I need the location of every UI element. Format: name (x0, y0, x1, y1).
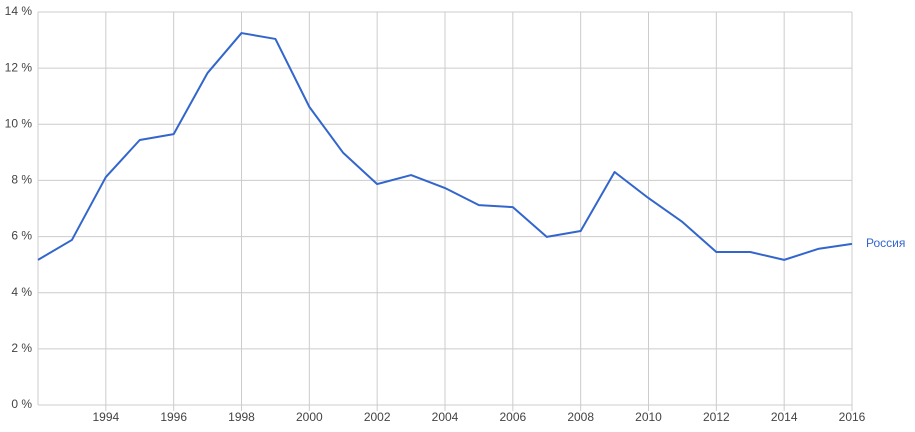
x-tick-label: 1994 (92, 410, 119, 424)
y-tick-label: 0 % (11, 397, 32, 411)
y-tick-label: 6 % (11, 229, 32, 243)
x-tick-label: 2002 (364, 410, 391, 424)
series-label: Россия (866, 236, 905, 250)
y-tick-label: 4 % (11, 285, 32, 299)
x-tick-label: 2008 (567, 410, 594, 424)
x-tick-label: 2012 (703, 410, 730, 424)
y-tick-label: 8 % (11, 173, 32, 187)
x-tick-label: 2014 (771, 410, 798, 424)
series-line (37, 32, 853, 261)
y-tick-label: 10 % (5, 116, 33, 130)
y-tick-label: 12 % (5, 60, 33, 74)
x-tick-label: 2016 (839, 410, 866, 424)
y-tick-label: 14 % (5, 4, 33, 18)
x-tick-label: 2000 (296, 410, 323, 424)
x-tick-label: 1996 (160, 410, 187, 424)
y-tick-label: 2 % (11, 341, 32, 355)
x-tick-label: 2004 (432, 410, 459, 424)
x-tick-label: 1998 (228, 410, 255, 424)
x-tick-label: 2006 (499, 410, 526, 424)
x-tick-label: 2010 (635, 410, 662, 424)
